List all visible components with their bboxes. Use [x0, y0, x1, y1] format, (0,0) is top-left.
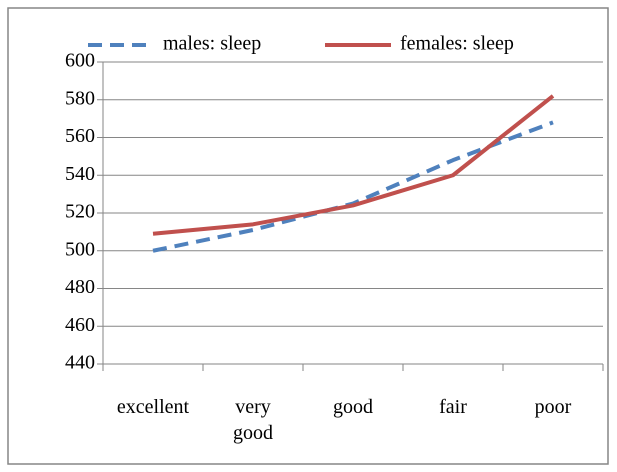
x-tick-label: excellent	[116, 396, 190, 418]
x-tick-label: very good	[233, 396, 273, 444]
x-tick-label: fair	[439, 396, 467, 418]
y-tick-label: 560	[65, 125, 95, 147]
x-tick-label-wrap: good	[303, 394, 403, 420]
chart-border	[7, 7, 609, 465]
x-tick-label-wrap: fair	[403, 394, 503, 420]
legend-label: females: sleep	[400, 33, 514, 55]
y-tick-label: 460	[65, 314, 95, 336]
series-line	[152, 94, 555, 236]
x-tick-label-wrap: very good	[203, 394, 303, 446]
y-tick-label: 440	[65, 352, 95, 374]
x-tick-label-box: fair	[403, 394, 503, 420]
x-tick-label: good	[333, 396, 373, 418]
x-tick-label-box: good	[303, 394, 403, 420]
x-tick-label-box: poor	[503, 394, 603, 420]
x-tick-label-wrap: poor	[503, 394, 603, 420]
x-tick-label-box: excellent	[103, 394, 203, 420]
y-tick-label: 480	[65, 276, 95, 298]
y-tick-label: 540	[65, 163, 95, 185]
x-tick-label: poor	[534, 396, 572, 418]
x-tick-label-box: very good	[203, 394, 303, 446]
y-tick-label: 520	[65, 201, 95, 223]
y-tick-label: 580	[65, 87, 95, 109]
y-tick-label: 500	[65, 238, 95, 260]
y-tick-label: 600	[65, 50, 95, 72]
x-tick-label-wrap: excellent	[103, 394, 203, 420]
legend-label: males: sleep	[163, 33, 261, 55]
